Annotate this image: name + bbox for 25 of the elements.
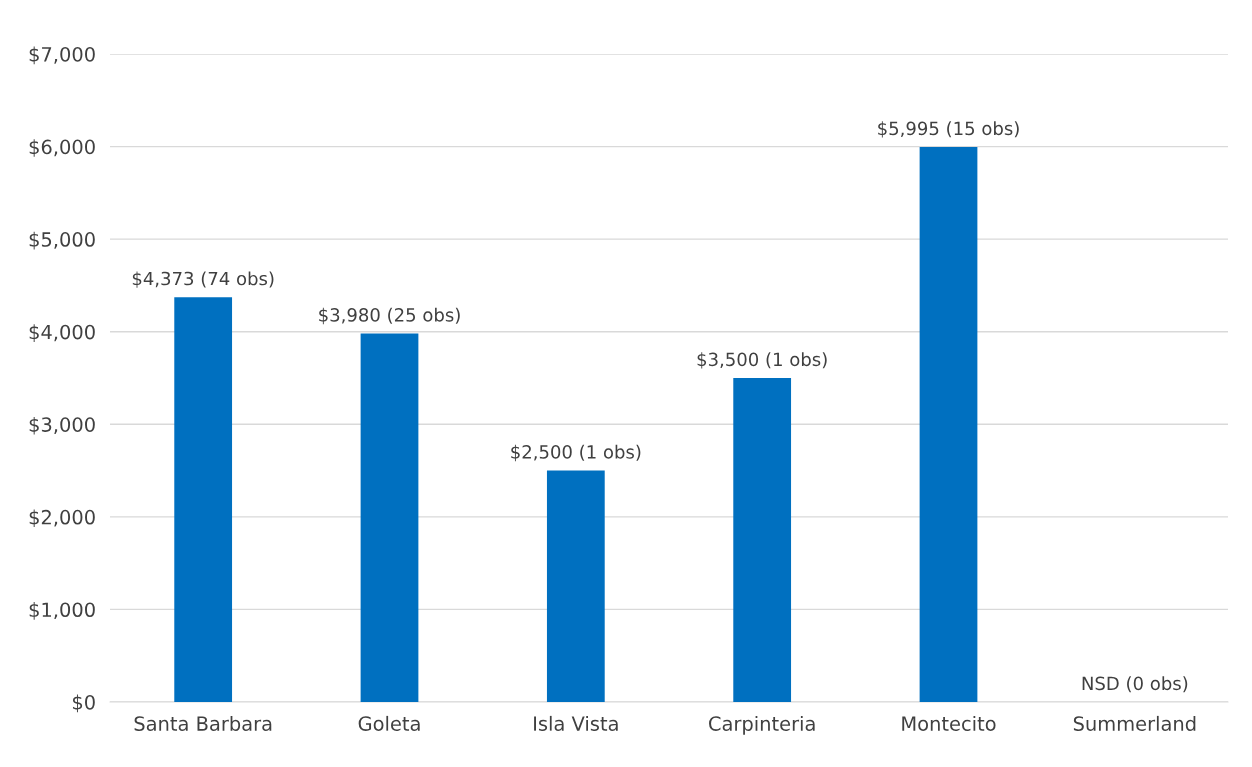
y-tick-label: $6,000	[29, 139, 95, 157]
data-label: $2,500 (1 obs)	[511, 444, 641, 462]
data-label: $3,500 (1 obs)	[697, 352, 827, 369]
y-tick-label: $7,000	[29, 46, 95, 65]
data-label: $4,373 (74 obs)	[132, 271, 274, 288]
text: NSD (0 obs)	[1082, 676, 1188, 693]
y-tick-label: $3,000	[29, 416, 95, 435]
y-tick-label: $2,000	[29, 509, 95, 528]
x-tick-label: Goleta	[358, 715, 420, 731]
x-tick-label: Carpinteria	[709, 715, 815, 735]
x-tick-label: Summerland	[1073, 715, 1196, 731]
bar	[733, 378, 792, 702]
bar	[546, 470, 605, 702]
bar	[360, 333, 419, 702]
x-tick-label: Santa Barbara	[134, 715, 272, 731]
x-tick-label: Montecito	[902, 715, 996, 731]
y-tick-label: $4,000	[29, 324, 95, 342]
data-label: $3,980 (25 obs)	[319, 307, 460, 325]
y-tick-label: $1,000	[29, 602, 95, 620]
bar	[174, 297, 233, 702]
bar	[919, 147, 978, 702]
x-tick-label: Isla Vista	[534, 715, 618, 731]
data-label: $5,995 (15 obs)	[878, 121, 1019, 138]
y-tick-label: $0	[72, 694, 95, 713]
y-tick-label: $5,000	[29, 231, 95, 250]
